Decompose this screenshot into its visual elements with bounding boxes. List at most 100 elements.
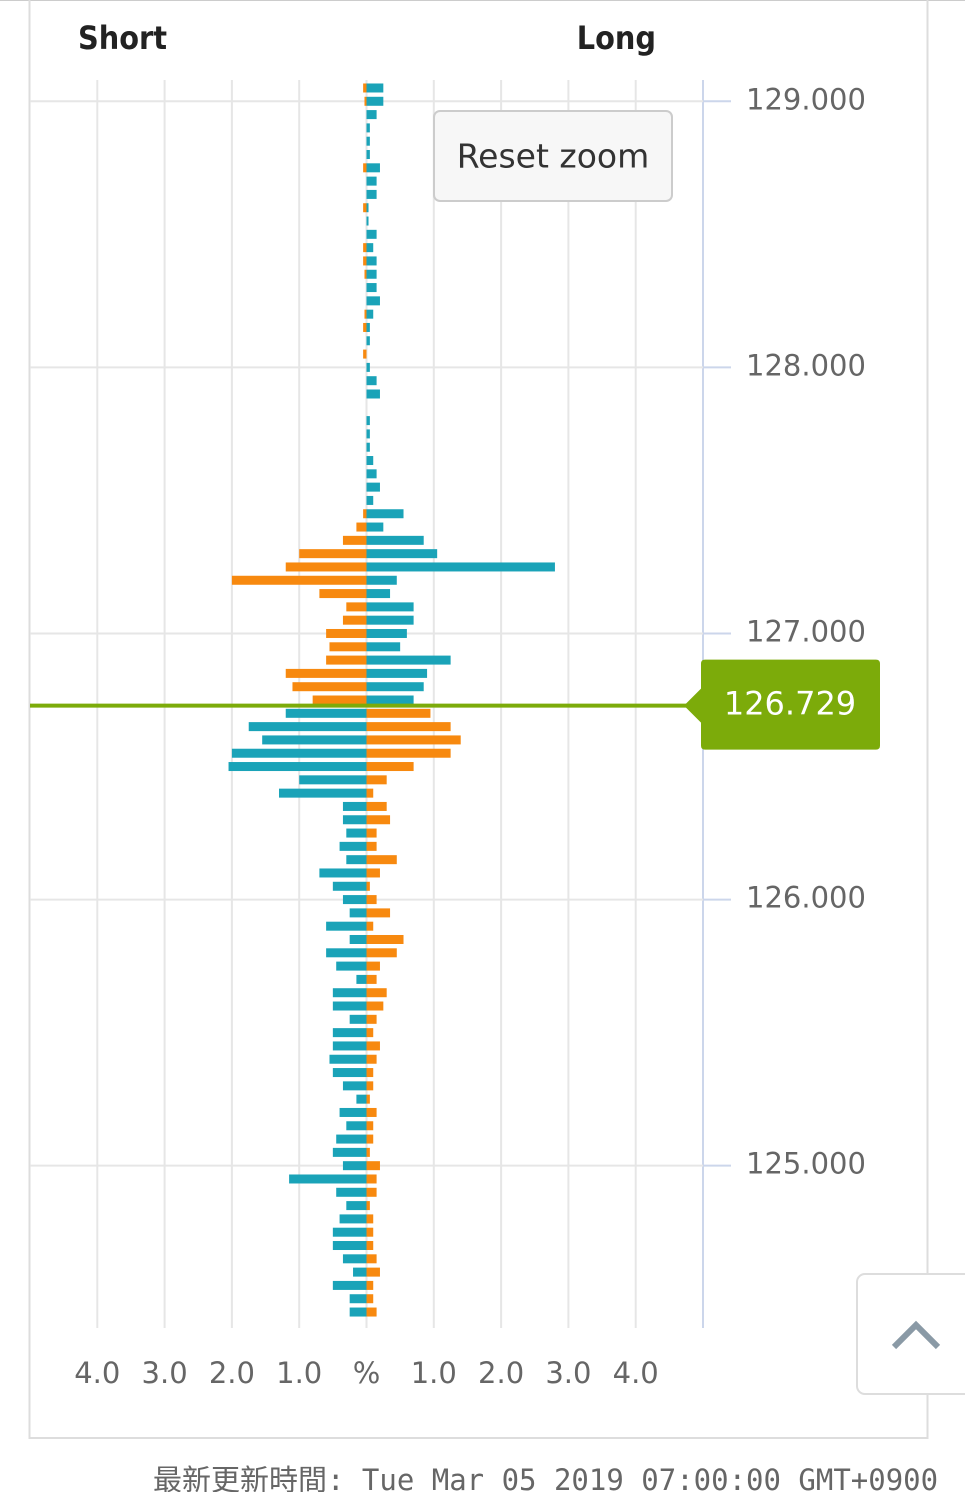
short-bar xyxy=(346,855,367,865)
short-bar xyxy=(326,655,367,665)
short-bar xyxy=(363,349,367,359)
long-bar xyxy=(366,83,384,93)
short-bar xyxy=(342,815,367,825)
long-bar xyxy=(366,988,387,998)
x-tick-label: 4.0 xyxy=(613,1356,659,1390)
long-bar xyxy=(366,948,397,958)
long-bar xyxy=(366,828,377,838)
short-bar xyxy=(342,1161,367,1171)
long-bar xyxy=(366,1147,370,1157)
long-bar xyxy=(366,1028,374,1038)
long-bar xyxy=(366,216,369,226)
short-bar xyxy=(342,535,367,545)
long-bar xyxy=(366,1054,377,1064)
short-bar xyxy=(339,1107,367,1117)
long-bar xyxy=(366,908,391,918)
short-bar xyxy=(363,509,367,519)
short-bar xyxy=(231,575,367,585)
long-bar xyxy=(366,176,377,186)
chevron-icon[interactable] xyxy=(891,1320,941,1350)
short-bar xyxy=(342,1081,367,1091)
x-tick-label: 2.0 xyxy=(478,1356,524,1390)
frame xyxy=(28,0,929,1439)
long-bar xyxy=(366,123,370,133)
long-bar xyxy=(366,855,397,865)
short-bar xyxy=(356,974,367,984)
long-bar xyxy=(366,376,377,386)
long-bar xyxy=(366,881,370,891)
short-bar xyxy=(332,1241,367,1251)
long-bar xyxy=(366,1187,377,1197)
short-bar xyxy=(346,1121,367,1131)
long-bar xyxy=(366,509,404,519)
short-bar xyxy=(349,1307,367,1317)
long-bar xyxy=(366,895,377,905)
scroll-top-button[interactable] xyxy=(856,1273,965,1395)
long-bar xyxy=(366,1001,384,1011)
short-bar xyxy=(329,642,367,652)
long-bar xyxy=(366,735,461,745)
short-bar xyxy=(349,908,367,918)
long-bar xyxy=(366,708,431,718)
long-bar xyxy=(366,243,374,253)
short-bar xyxy=(346,602,367,612)
y-tick-label: 129.000 xyxy=(746,82,866,116)
long-bar xyxy=(366,762,414,772)
short-bar xyxy=(285,668,367,678)
short-bar xyxy=(326,921,367,931)
short-bar xyxy=(364,309,367,319)
long-bar xyxy=(366,535,424,545)
long-bar xyxy=(366,150,370,160)
short-bar xyxy=(342,801,367,811)
short-bar xyxy=(363,203,367,213)
short-bar xyxy=(326,948,367,958)
short-bar xyxy=(332,881,367,891)
long-bar xyxy=(366,522,384,532)
long-bar xyxy=(366,429,370,439)
short-bar xyxy=(248,722,367,732)
short-bar xyxy=(353,1267,367,1277)
long-bar xyxy=(366,655,451,665)
x-tick-label: 1.0 xyxy=(276,1356,322,1390)
long-bar xyxy=(366,961,380,971)
short-bar xyxy=(363,322,367,332)
short-bar xyxy=(342,1254,367,1264)
long-bar xyxy=(366,469,377,479)
long-bar xyxy=(366,1134,374,1144)
y-tick-label: 125.000 xyxy=(746,1147,866,1181)
long-bar xyxy=(366,256,377,266)
x-tick-label: 3.0 xyxy=(545,1356,591,1390)
y-tick-label: 127.000 xyxy=(746,614,866,648)
short-bar xyxy=(299,775,367,785)
long-bar xyxy=(366,921,374,931)
long-bar xyxy=(366,801,387,811)
long-bar xyxy=(366,362,370,372)
short-bar xyxy=(363,256,367,266)
reset-zoom-button[interactable]: Reset zoom xyxy=(433,110,673,202)
long-bar xyxy=(366,748,451,758)
long-bar xyxy=(366,722,451,732)
long-bar xyxy=(366,442,370,452)
x-tick-label: % xyxy=(353,1356,381,1390)
short-bar xyxy=(363,243,367,253)
long-bar xyxy=(366,602,414,612)
short-bar xyxy=(356,1094,367,1104)
footer-text: 最新更新時間: Tue Mar 05 2019 07:00:00 GMT+090… xyxy=(153,1463,938,1492)
current-price-flag xyxy=(684,659,880,750)
short-bar xyxy=(279,788,367,798)
long-bar xyxy=(366,1014,377,1024)
long-bar xyxy=(366,788,374,798)
short-bar xyxy=(336,961,367,971)
short-bar xyxy=(364,269,367,279)
short-bar xyxy=(342,895,367,905)
long-bar xyxy=(366,389,380,399)
long-bar xyxy=(366,1254,377,1264)
short-bar xyxy=(349,1294,367,1304)
short-bar xyxy=(349,934,367,944)
long-bar xyxy=(366,482,380,492)
button-box[interactable] xyxy=(433,110,673,202)
button-label[interactable]: Reset zoom xyxy=(457,137,650,176)
x-tick-label: 4.0 xyxy=(74,1356,120,1390)
short-bar xyxy=(346,1201,367,1211)
